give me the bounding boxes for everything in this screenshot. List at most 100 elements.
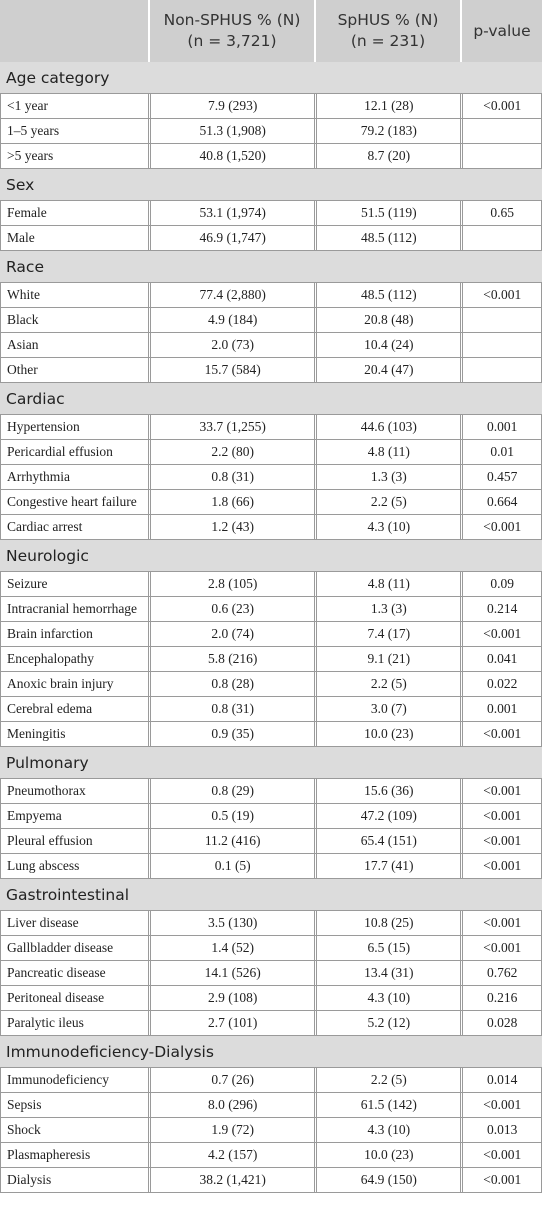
row-label: 1–5 years <box>0 119 150 143</box>
data-row: Encephalopathy 5.8 (216) 9.1 (21) 0.041 <box>0 647 542 672</box>
row-label: Immunodeficiency <box>0 1068 150 1092</box>
row-label: Empyema <box>0 804 150 828</box>
value-cell: 0.214 <box>462 597 542 621</box>
value-cell: 1.2 (43) <box>150 515 316 539</box>
value-cell: 12.1 (28) <box>316 94 462 118</box>
value-cell: 0.09 <box>462 572 542 596</box>
row-label: Pancreatic disease <box>0 961 150 985</box>
value-cell: <0.001 <box>462 1093 542 1117</box>
data-row: Pericardial effusion 2.2 (80) 4.8 (11) 0.01 <box>0 440 542 465</box>
value-cell: 4.8 (11) <box>316 572 462 596</box>
row-label: Encephalopathy <box>0 647 150 671</box>
row-label: Lung abscess <box>0 854 150 878</box>
value-cell: 20.4 (47) <box>316 358 462 382</box>
value-cell: 3.5 (130) <box>150 911 316 935</box>
value-cell: 1.9 (72) <box>150 1118 316 1142</box>
value-cell: 20.8 (48) <box>316 308 462 332</box>
row-label: Peritoneal disease <box>0 986 150 1010</box>
value-cell: 2.2 (5) <box>316 672 462 696</box>
value-cell: 0.65 <box>462 201 542 225</box>
value-cell: 61.5 (142) <box>316 1093 462 1117</box>
value-cell: 3.0 (7) <box>316 697 462 721</box>
value-cell: 1.3 (3) <box>316 465 462 489</box>
value-cell: 15.6 (36) <box>316 779 462 803</box>
value-cell: 0.01 <box>462 440 542 464</box>
value-cell: 40.8 (1,520) <box>150 144 316 168</box>
data-row: Gallbladder disease 1.4 (52) 6.5 (15) <0.00… <box>0 936 542 961</box>
value-cell: 4.3 (10) <box>316 1118 462 1142</box>
value-cell: 0.5 (19) <box>150 804 316 828</box>
value-cell: 0.762 <box>462 961 542 985</box>
data-row: Anoxic brain injury 0.8 (28) 2.2 (5) 0.022 <box>0 672 542 697</box>
value-cell <box>462 144 542 168</box>
data-row: Pleural effusion 11.2 (416) 65.4 (151) <0.0… <box>0 829 542 854</box>
value-cell: 9.1 (21) <box>316 647 462 671</box>
value-cell: 2.9 (108) <box>150 986 316 1010</box>
value-cell: 48.5 (112) <box>316 283 462 307</box>
value-cell: 0.1 (5) <box>150 854 316 878</box>
data-row: Cardiac arrest 1.2 (43) 4.3 (10) <0.001 <box>0 515 542 540</box>
value-cell <box>462 119 542 143</box>
row-label: Other <box>0 358 150 382</box>
value-cell: 0.457 <box>462 465 542 489</box>
row-label: Gallbladder disease <box>0 936 150 960</box>
header-cell: p-value <box>462 0 542 62</box>
value-cell: 2.8 (105) <box>150 572 316 596</box>
value-cell: 13.4 (31) <box>316 961 462 985</box>
table: Non-SPHUS % (N) (n = 3,721) SpHUS % (N) (n … <box>0 0 542 1193</box>
section-title: Cardiac <box>0 383 542 415</box>
value-cell: 2.2 (5) <box>316 490 462 514</box>
column-subtitle: (n = 3,721) <box>187 32 277 50</box>
data-row: Black 4.9 (184) 20.8 (48) <box>0 308 542 333</box>
row-label: Dialysis <box>0 1168 150 1192</box>
value-cell: 2.2 (80) <box>150 440 316 464</box>
data-row: Cerebral edema 0.8 (31) 3.0 (7) 0.001 <box>0 697 542 722</box>
row-label: Paralytic ileus <box>0 1011 150 1035</box>
value-cell: 64.9 (150) <box>316 1168 462 1192</box>
value-cell: 0.001 <box>462 415 542 439</box>
value-cell: <0.001 <box>462 829 542 853</box>
value-cell: 4.2 (157) <box>150 1143 316 1167</box>
value-cell: 46.9 (1,747) <box>150 226 316 250</box>
value-cell: <0.001 <box>462 515 542 539</box>
value-cell: 2.7 (101) <box>150 1011 316 1035</box>
value-cell: 0.7 (26) <box>150 1068 316 1092</box>
value-cell: <0.001 <box>462 94 542 118</box>
row-label: Shock <box>0 1118 150 1142</box>
data-row: Congestive heart failure 1.8 (66) 2.2 (5) 0… <box>0 490 542 515</box>
value-cell: 10.8 (25) <box>316 911 462 935</box>
value-cell: <0.001 <box>462 911 542 935</box>
value-cell <box>462 226 542 250</box>
data-row: Dialysis 38.2 (1,421) 64.9 (150) <0.001 <box>0 1168 542 1193</box>
data-row: Sepsis 8.0 (296) 61.5 (142) <0.001 <box>0 1093 542 1118</box>
data-row: Plasmapheresis 4.2 (157) 10.0 (23) <0.001 <box>0 1143 542 1168</box>
column-title: SpHUS % (N) <box>337 11 439 29</box>
value-cell: 33.7 (1,255) <box>150 415 316 439</box>
value-cell: 15.7 (584) <box>150 358 316 382</box>
section-title: Immunodeficiency-Dialysis <box>0 1036 542 1068</box>
value-cell: 53.1 (1,974) <box>150 201 316 225</box>
value-cell: 4.8 (11) <box>316 440 462 464</box>
value-cell: 47.2 (109) <box>316 804 462 828</box>
value-cell: 17.7 (41) <box>316 854 462 878</box>
data-row: Lung abscess 0.1 (5) 17.7 (41) <0.001 <box>0 854 542 879</box>
value-cell: <0.001 <box>462 283 542 307</box>
value-cell: <0.001 <box>462 779 542 803</box>
section-title: Race <box>0 251 542 283</box>
value-cell: 11.2 (416) <box>150 829 316 853</box>
row-label: Intracranial hemorrhage <box>0 597 150 621</box>
value-cell: <0.001 <box>462 804 542 828</box>
value-cell: 0.001 <box>462 697 542 721</box>
data-row: Hypertension 33.7 (1,255) 44.6 (103) 0.001 <box>0 415 542 440</box>
value-cell: 5.2 (12) <box>316 1011 462 1035</box>
row-label: Sepsis <box>0 1093 150 1117</box>
value-cell: 4.3 (10) <box>316 515 462 539</box>
row-label: Male <box>0 226 150 250</box>
row-label: <1 year <box>0 94 150 118</box>
value-cell <box>462 333 542 357</box>
data-row: Brain infarction 2.0 (74) 7.4 (17) <0.001 <box>0 622 542 647</box>
header-cell: Non-SPHUS % (N) (n = 3,721) <box>150 0 316 62</box>
value-cell: 65.4 (151) <box>316 829 462 853</box>
value-cell: 10.0 (23) <box>316 1143 462 1167</box>
